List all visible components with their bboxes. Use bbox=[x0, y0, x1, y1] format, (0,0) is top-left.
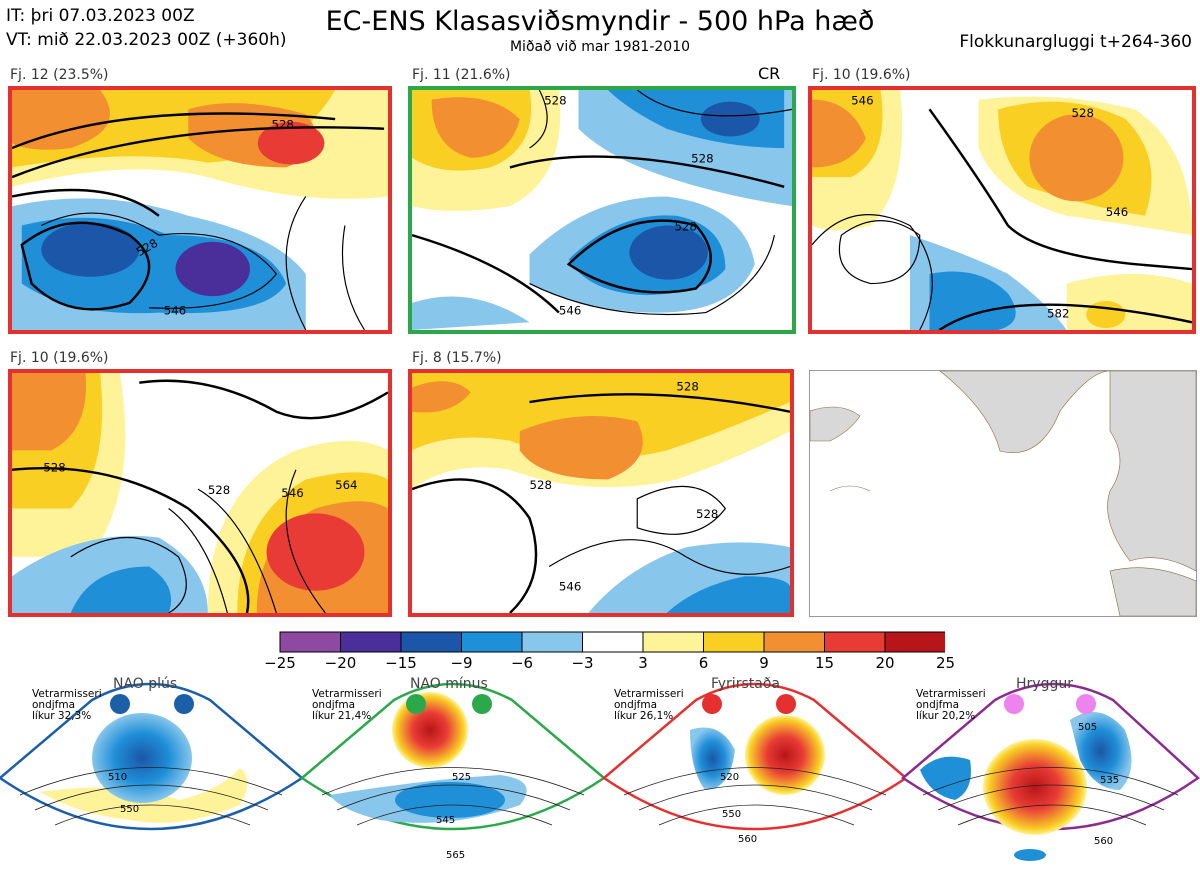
colorbar-tick-label: −15 bbox=[385, 654, 417, 672]
regime-info-ridge: Vetrarmisseri ondjfma líkur 20,2% bbox=[916, 688, 986, 722]
panel-1-label: Fj. 12 (23.5%) bbox=[10, 67, 109, 83]
contour-label: 546 bbox=[1106, 205, 1128, 219]
regime-title-ridge: Hryggur bbox=[1016, 676, 1073, 692]
contour-label: 528 bbox=[1072, 106, 1094, 120]
regime-contour-label: 525 bbox=[452, 772, 471, 783]
contour-label: 546 bbox=[281, 486, 303, 500]
page-title: EC-ENS Klasasviðsmyndir - 500 hPa hæð bbox=[325, 6, 875, 37]
colorbar-tick-label: 6 bbox=[698, 654, 709, 672]
contour-label: 528 bbox=[544, 94, 566, 108]
cluster-representative-tag: CR bbox=[758, 64, 781, 83]
contour-label: 528 bbox=[676, 379, 698, 393]
climate-reference: Miðað við mar 1981-2010 bbox=[509, 39, 691, 55]
contour-label: 528 bbox=[271, 118, 293, 132]
contour-label: 528 bbox=[691, 152, 713, 166]
contour-label: 528 bbox=[208, 483, 230, 497]
regime-title-nao-minus: NAO mínus bbox=[410, 676, 488, 692]
regime-contour-label: 520 bbox=[720, 772, 739, 783]
colorbar-tick-label: −9 bbox=[450, 654, 473, 672]
regime-nao-minus: 525 545 565 bbox=[299, 682, 607, 861]
cluster-map-4: 528 528 546 564 bbox=[8, 369, 392, 617]
contour-label: 528 bbox=[696, 507, 718, 521]
contour-label: 528 bbox=[674, 219, 696, 233]
regime-contour-label: 550 bbox=[722, 809, 741, 820]
cluster-map-5: 528 528 528 546 bbox=[408, 369, 794, 617]
panel-5-label: Fj. 8 (15.7%) bbox=[412, 350, 502, 366]
regime-blocking: 520 550 560 bbox=[601, 682, 909, 845]
colorbar-segment bbox=[884, 631, 945, 653]
regime-title-nao-plus: NAO plús bbox=[113, 676, 178, 692]
valid-time: VT: mið 22.03.2023 00Z (+360h) bbox=[6, 30, 287, 50]
regime-contour-label: 560 bbox=[738, 834, 757, 845]
colorbar-tick-label: −25 bbox=[264, 654, 296, 672]
colorbar-segment bbox=[521, 631, 583, 653]
contour-label: 546 bbox=[164, 304, 186, 318]
panel-4-label: Fj. 10 (19.6%) bbox=[10, 350, 109, 366]
regime-info-blocking: Vetrarmisseri ondjfma líkur 26,1% bbox=[614, 688, 684, 722]
regime-ridge: 505 535 560 bbox=[900, 682, 1200, 861]
initial-time: IT: þri 07.03.2023 00Z bbox=[6, 6, 195, 26]
contour-label: 528 bbox=[43, 461, 65, 475]
regime-contour-label: 550 bbox=[120, 804, 139, 815]
regime-contour-label: 565 bbox=[446, 850, 465, 861]
colorbar-segment bbox=[763, 631, 825, 653]
colorbar-segment bbox=[703, 631, 765, 653]
regime-contour-label: 505 bbox=[1078, 722, 1097, 733]
colorbar-segment bbox=[279, 631, 341, 653]
contour-label: 582 bbox=[1047, 306, 1069, 320]
regime-contour-label: 545 bbox=[436, 815, 455, 826]
colorbar-tick-label: −20 bbox=[324, 654, 357, 672]
cluster-map-2: 528 528 528 546 bbox=[408, 86, 796, 334]
colorbar-segment bbox=[340, 631, 402, 653]
contour-label: 546 bbox=[559, 580, 581, 594]
colorbar-tick-label: 9 bbox=[759, 654, 769, 672]
cluster-map-1: 528 528 546 bbox=[8, 86, 392, 334]
colorbar-segment bbox=[582, 631, 644, 653]
panel-2-label: Fj. 11 (21.6%) bbox=[412, 67, 511, 83]
weather-regimes: 510 550 525 545 565 520 550 560 5 bbox=[0, 682, 1200, 861]
colorbar-segment bbox=[824, 631, 886, 653]
colorbar-segment bbox=[642, 631, 704, 653]
regime-info-nao-plus: Vetrarmisseri ondjfma líkur 32,3% bbox=[32, 688, 102, 722]
colorbar-segment bbox=[461, 631, 523, 653]
contour-label: 546 bbox=[559, 304, 581, 318]
regime-info-nao-minus: Vetrarmisseri ondjfma líkur 21,4% bbox=[312, 688, 382, 722]
regime-title-blocking: Fyrirstaða bbox=[711, 676, 780, 692]
anomaly-colorbar bbox=[279, 631, 945, 653]
regime-contour-label: 535 bbox=[1100, 775, 1119, 786]
colorbar-tick-label: 15 bbox=[814, 654, 835, 672]
contour-label: 528 bbox=[530, 478, 552, 492]
colorbar-tick-label: −3 bbox=[571, 654, 594, 672]
base-map-panel bbox=[809, 370, 1197, 617]
cluster-map-3: 546 528 546 582 bbox=[808, 86, 1196, 334]
panel-3-label: Fj. 10 (19.6%) bbox=[812, 67, 911, 83]
colorbar-tick-label: 20 bbox=[875, 654, 895, 672]
colorbar-tick-label: 3 bbox=[638, 654, 648, 672]
contour-label: 546 bbox=[851, 94, 873, 108]
regime-contour-label: 560 bbox=[1094, 836, 1113, 847]
colorbar-segment bbox=[400, 631, 462, 653]
regime-nao-plus: 510 550 bbox=[0, 682, 305, 831]
colorbar-tick-label: −6 bbox=[510, 654, 534, 672]
contour-label: 564 bbox=[335, 478, 357, 492]
classification-window: Flokkunargluggi t+264-360 bbox=[959, 32, 1192, 52]
regime-contour-label: 510 bbox=[108, 772, 127, 783]
colorbar-tick-label: 25 bbox=[935, 654, 956, 672]
